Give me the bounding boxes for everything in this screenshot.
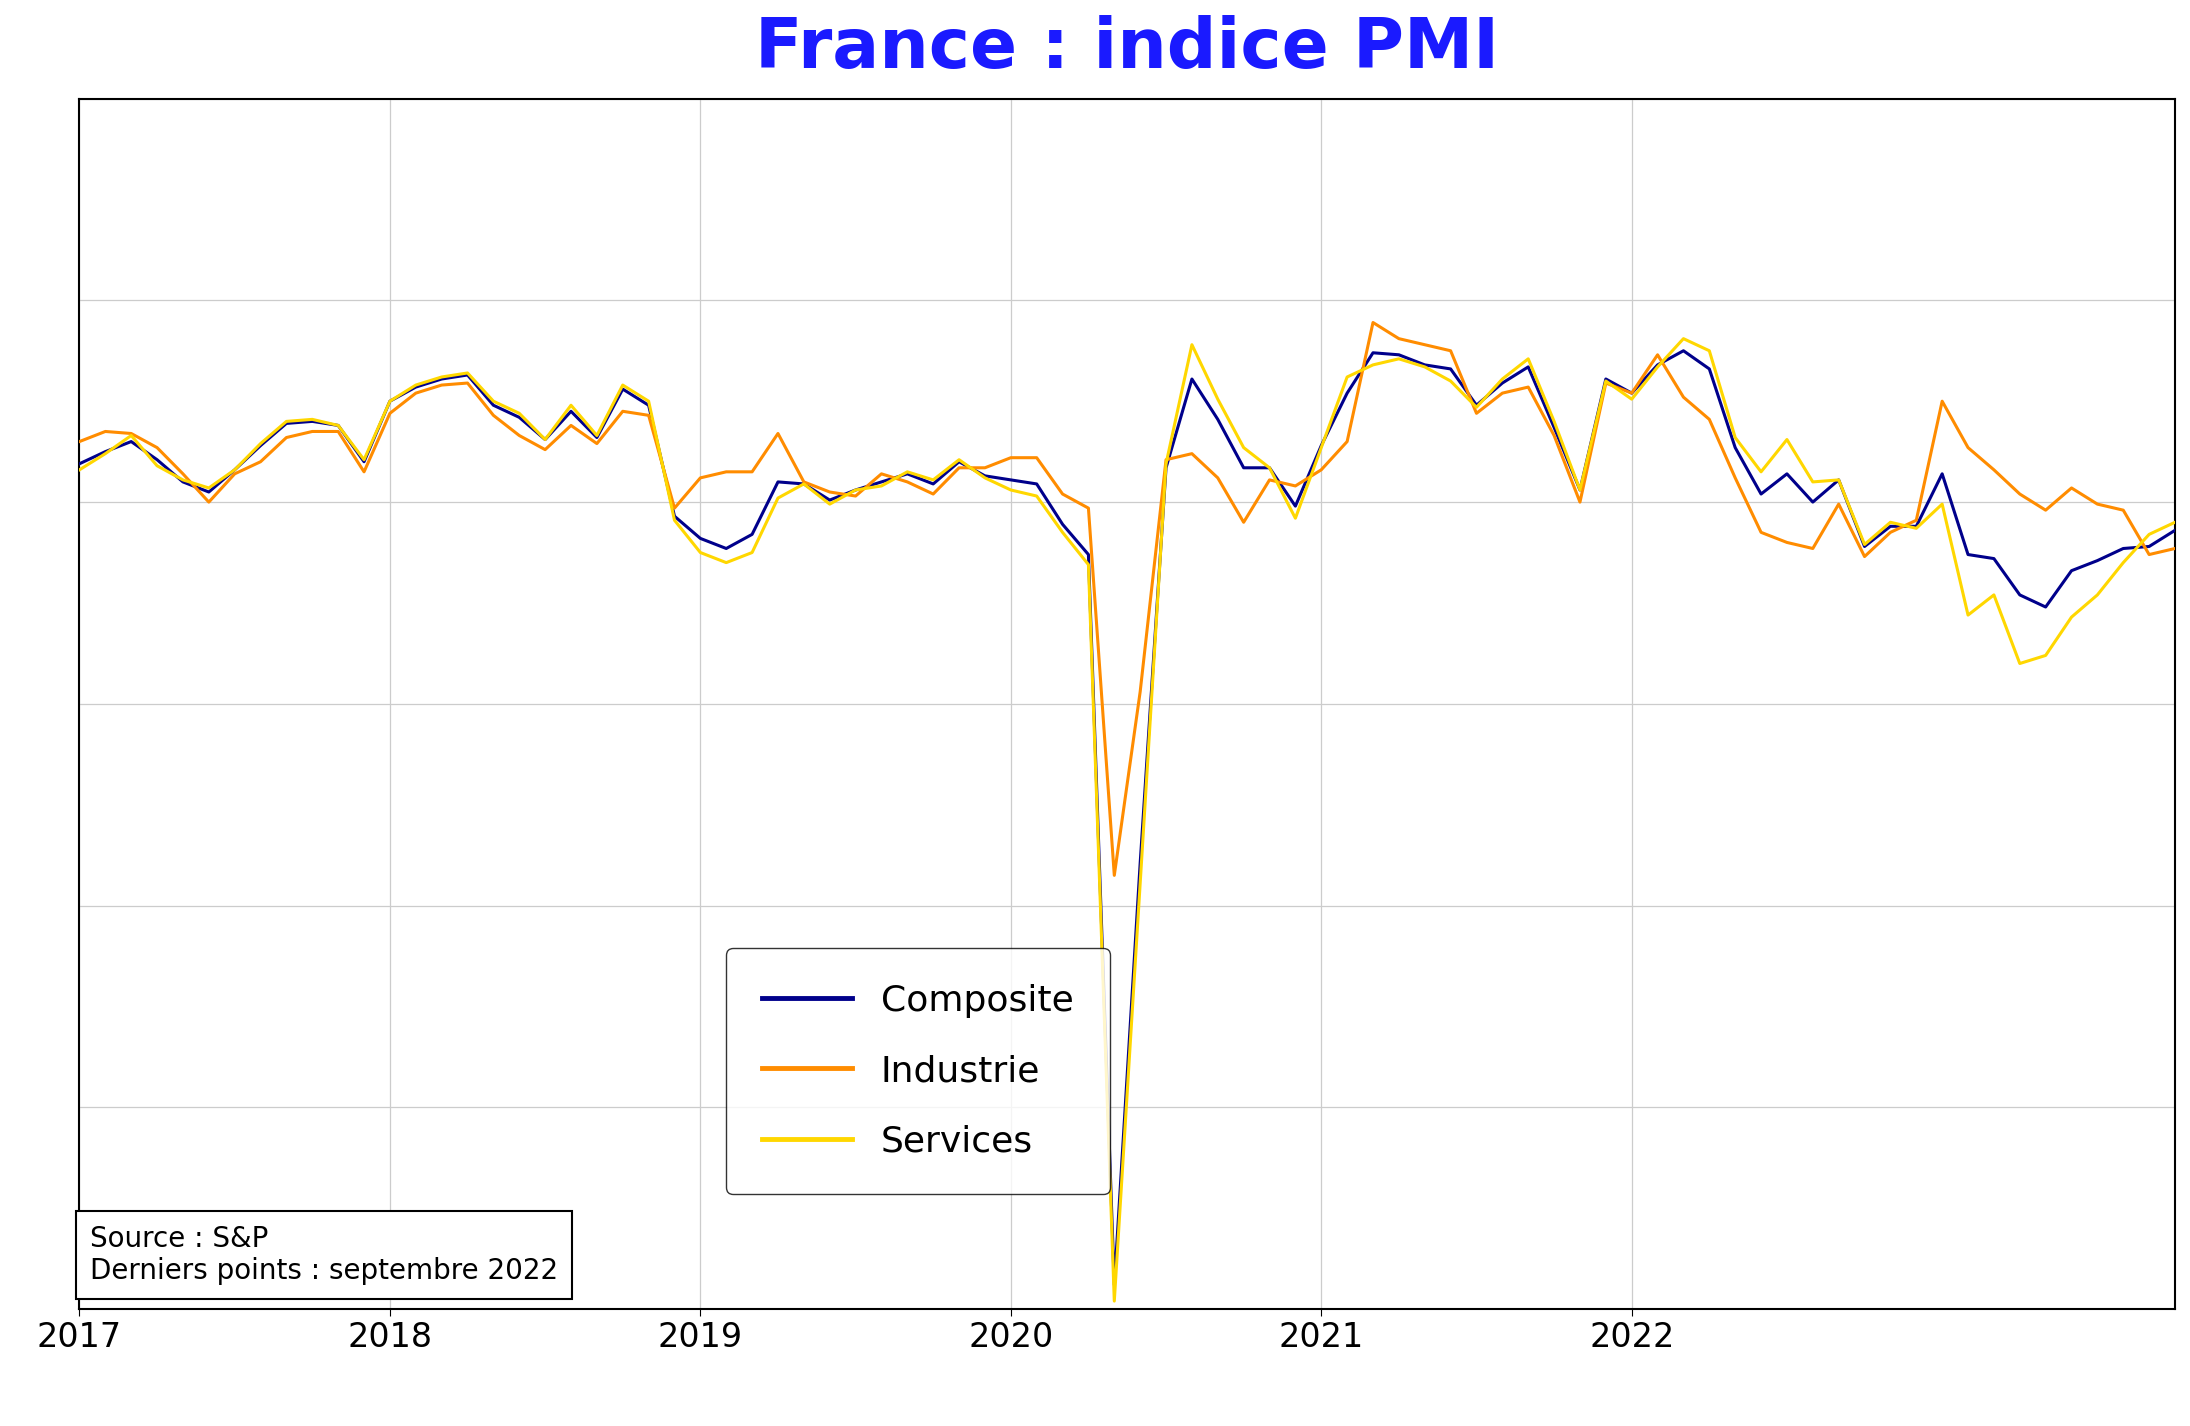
Title: France : indice PMI: France : indice PMI — [756, 16, 1500, 83]
Text: Source : S&P
Derniers points : septembre 2022: Source : S&P Derniers points : septembre… — [90, 1225, 558, 1285]
Legend: Composite, Industrie, Services: Composite, Industrie, Services — [725, 948, 1110, 1194]
